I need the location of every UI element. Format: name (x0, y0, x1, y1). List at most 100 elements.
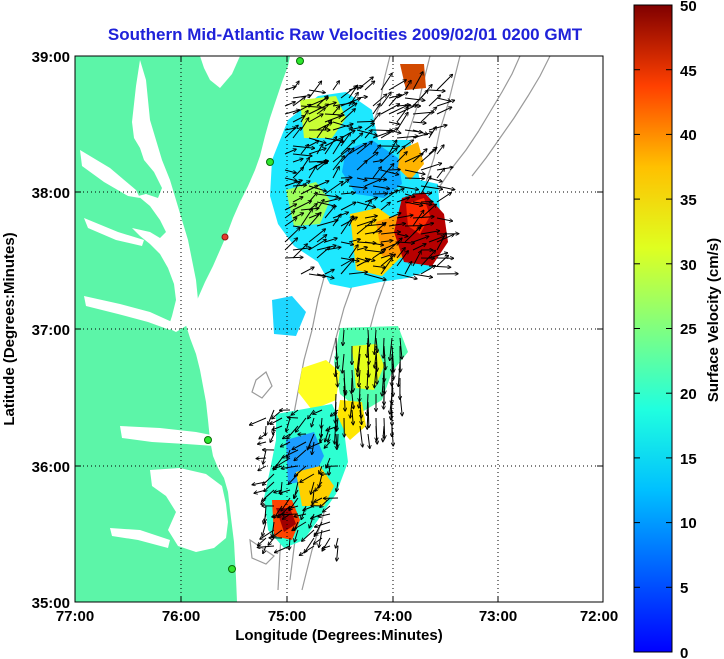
velocity-vector (380, 92, 391, 107)
velocity-vector (380, 104, 400, 115)
velocity-vector (281, 497, 291, 511)
velocity-vector (311, 481, 315, 494)
velocity-vector (352, 409, 353, 425)
velocity-vector (336, 481, 338, 492)
velocity-vector (436, 234, 454, 243)
velocity-vector (300, 545, 315, 555)
colorbar-label: Surface Velocity (cm/s) (705, 238, 722, 402)
outer-banks-lagoon (222, 440, 236, 520)
velocity-vector (304, 537, 315, 553)
velocity-vector (263, 513, 267, 524)
velocity-vector (412, 201, 432, 205)
velocity-vector (312, 441, 315, 454)
velocity-vector (309, 441, 323, 448)
velocity-vector (332, 139, 342, 155)
velocity-vector (376, 361, 377, 384)
velocity-vector (316, 247, 330, 259)
velocity-vector (356, 247, 367, 251)
velocity-vector (359, 393, 360, 408)
velocity-vector (332, 156, 344, 171)
station-marker (221, 233, 229, 241)
velocity-vector (351, 377, 352, 393)
velocity-vector (300, 118, 309, 131)
velocity-vector (275, 457, 291, 467)
velocity-vector (388, 140, 397, 155)
velocity-vector (372, 113, 380, 123)
velocity-vector (324, 247, 341, 251)
y-tick-label: 39:00 (32, 49, 70, 66)
velocity-vector (356, 201, 375, 207)
map-title: Southern Mid-Atlantic Raw Velocities 200… (108, 25, 583, 44)
velocity-vector (412, 129, 428, 134)
velocity-vector (324, 441, 331, 448)
velocity-vector (292, 145, 315, 148)
velocity-vector (372, 250, 385, 259)
velocity-vector (250, 417, 267, 425)
velocity-vector (350, 401, 352, 418)
velocity-vector (436, 75, 452, 91)
velocity-vector (392, 377, 393, 396)
velocity-vector (343, 329, 344, 345)
velocity-vector (311, 417, 315, 427)
velocity-vector (315, 481, 323, 491)
velocity-vector (340, 148, 354, 163)
neuse-river (110, 528, 170, 548)
colorbar-tick-label: 45 (680, 63, 697, 80)
velocity-vector (420, 204, 436, 219)
velocity-vector (313, 409, 323, 414)
velocity-vector (258, 537, 267, 545)
velocity-vector (367, 337, 368, 357)
velocity-vector (412, 217, 434, 218)
velocity-vector (292, 181, 300, 195)
velocity-vector (348, 127, 362, 131)
velocity-vector (316, 273, 334, 278)
velocity-vector (364, 216, 377, 219)
velocity-vector (396, 146, 405, 155)
velocity-vector (320, 433, 322, 442)
velocity-vector (264, 481, 275, 491)
velocity-vector (396, 198, 409, 203)
velocity-vector (364, 81, 375, 91)
velocity-vector (332, 81, 339, 91)
velocity-vector (380, 73, 392, 91)
colorbar-tick-label: 10 (680, 515, 697, 532)
velocity-vector (286, 417, 291, 432)
velocity-vector (316, 126, 326, 139)
velocity-vector (340, 133, 350, 147)
velocity-vector (372, 132, 390, 139)
velocity-vector (428, 127, 436, 139)
velocity-vector (348, 93, 358, 107)
velocity-vector (380, 241, 393, 243)
colorbar-tick-label: 35 (680, 192, 697, 209)
velocity-vector (320, 497, 331, 507)
velocity-vector (374, 369, 376, 388)
velocity-vector (348, 133, 363, 147)
velocity-vector (374, 329, 376, 354)
velocity-vector (364, 257, 375, 261)
velocity-vector (324, 120, 332, 131)
rappahannock-river (84, 218, 144, 246)
velocity-vector (340, 259, 354, 275)
velocity-vector (436, 217, 453, 221)
y-tick-label: 37:00 (32, 322, 70, 339)
velocity-vector (324, 103, 336, 107)
velocity-vector (316, 108, 325, 115)
velocity-vector (388, 189, 404, 195)
velocity-vector (318, 513, 331, 517)
velocity-vector (364, 241, 383, 245)
velocity-vector (281, 441, 291, 447)
velocity-vector (292, 521, 307, 531)
velocity-vector (380, 148, 397, 163)
velocity-vector (259, 433, 267, 439)
colorbar-tick-labels: 50 45 40 35 30 25 20 15 10 5 0 (680, 0, 697, 659)
velocity-vector (388, 224, 405, 227)
velocity-vector (289, 537, 290, 550)
x-axis-label: Longitude (Degrees:Minutes) (235, 627, 443, 644)
velocity-vector (284, 177, 297, 181)
velocity-vector (344, 377, 346, 395)
velocity-vector (283, 513, 291, 519)
velocity-vector (348, 185, 367, 188)
y-tick-label: 36:00 (32, 459, 70, 476)
velocity-vector (316, 200, 324, 211)
